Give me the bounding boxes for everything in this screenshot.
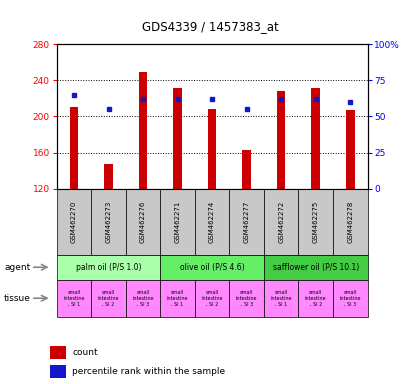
FancyBboxPatch shape — [57, 280, 91, 317]
Bar — [139, 72, 147, 189]
Bar — [277, 91, 286, 189]
Text: small
intestine
, SI 1: small intestine , SI 1 — [270, 290, 292, 306]
Text: agent: agent — [4, 263, 31, 272]
FancyBboxPatch shape — [229, 280, 264, 317]
Text: GSM462276: GSM462276 — [140, 200, 146, 243]
FancyBboxPatch shape — [264, 255, 368, 280]
FancyBboxPatch shape — [91, 280, 126, 317]
Text: small
intestine
, SI 3: small intestine , SI 3 — [132, 290, 154, 306]
Text: GSM462277: GSM462277 — [244, 200, 249, 243]
FancyBboxPatch shape — [126, 280, 160, 317]
Text: GSM462271: GSM462271 — [175, 200, 181, 243]
Bar — [346, 110, 354, 189]
Text: GSM462272: GSM462272 — [278, 201, 284, 243]
Bar — [104, 164, 113, 189]
Bar — [70, 108, 78, 189]
Text: GSM462273: GSM462273 — [105, 200, 111, 243]
Bar — [242, 150, 251, 189]
FancyBboxPatch shape — [264, 189, 299, 255]
Text: small
intestine
, SI 3: small intestine , SI 3 — [236, 290, 257, 306]
Text: GSM462270: GSM462270 — [71, 200, 77, 243]
Text: GSM462274: GSM462274 — [209, 201, 215, 243]
Text: GSM462275: GSM462275 — [313, 201, 319, 243]
FancyBboxPatch shape — [333, 280, 368, 317]
Text: small
intestine
, SI 2: small intestine , SI 2 — [305, 290, 326, 306]
Bar — [311, 88, 320, 189]
FancyBboxPatch shape — [160, 255, 264, 280]
FancyBboxPatch shape — [91, 189, 126, 255]
FancyBboxPatch shape — [57, 189, 91, 255]
Text: small
intestine
, SI 1: small intestine , SI 1 — [167, 290, 188, 306]
Text: small
intestine
, SI 2: small intestine , SI 2 — [201, 290, 223, 306]
Text: small
intestine
, SI 2: small intestine , SI 2 — [98, 290, 119, 306]
Text: small
intestine
, SI 3: small intestine , SI 3 — [339, 290, 361, 306]
FancyBboxPatch shape — [160, 189, 195, 255]
Bar — [208, 109, 216, 189]
FancyBboxPatch shape — [299, 189, 333, 255]
FancyBboxPatch shape — [160, 280, 195, 317]
Text: tissue: tissue — [4, 294, 31, 303]
Text: GDS4339 / 1457383_at: GDS4339 / 1457383_at — [142, 20, 278, 33]
Bar — [50, 346, 66, 359]
FancyBboxPatch shape — [229, 189, 264, 255]
Text: percentile rank within the sample: percentile rank within the sample — [73, 367, 226, 376]
Text: count: count — [73, 348, 98, 357]
FancyBboxPatch shape — [126, 189, 160, 255]
FancyBboxPatch shape — [195, 280, 229, 317]
Text: safflower oil (P/S 10.1): safflower oil (P/S 10.1) — [273, 263, 359, 272]
FancyBboxPatch shape — [264, 280, 299, 317]
Text: GSM462278: GSM462278 — [347, 200, 353, 243]
Bar — [173, 88, 182, 189]
FancyBboxPatch shape — [333, 189, 368, 255]
Text: palm oil (P/S 1.0): palm oil (P/S 1.0) — [76, 263, 141, 272]
FancyBboxPatch shape — [57, 255, 160, 280]
FancyBboxPatch shape — [195, 189, 229, 255]
FancyBboxPatch shape — [299, 280, 333, 317]
Text: olive oil (P/S 4.6): olive oil (P/S 4.6) — [180, 263, 244, 272]
Bar — [50, 365, 66, 378]
Text: small
intestine
, SI 1: small intestine , SI 1 — [63, 290, 85, 306]
